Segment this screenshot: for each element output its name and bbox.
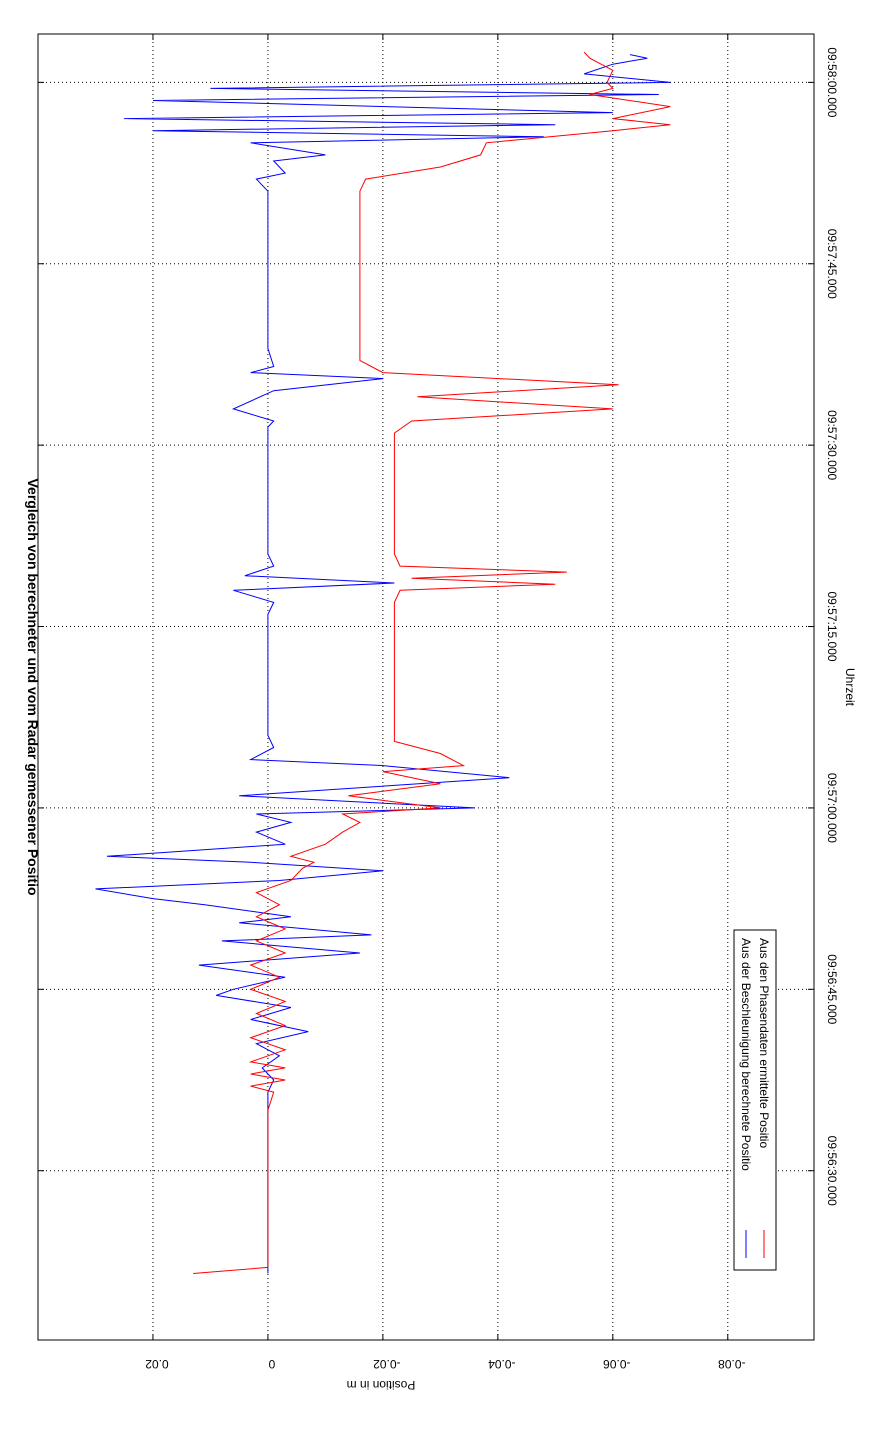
legend-entry-0: Aus der Beschleunigung berechnete Positi… — [739, 938, 753, 1171]
y-tick-label: 0 — [268, 1357, 275, 1371]
x-tick-label: 09:57:00.000 — [825, 773, 839, 843]
y-tick-label: 0.02 — [145, 1357, 169, 1371]
y-tick-label: -0.08 — [718, 1357, 746, 1371]
y-axis-label: Position in m — [347, 1378, 416, 1392]
x-axis-label: Uhrzeit — [843, 668, 857, 707]
x-tick-label: 09:57:15.000 — [825, 591, 839, 661]
series-line-1 — [193, 51, 671, 1274]
ticks: 0.02 0 -0.02 -0.04 -0.06 -0.08 09:56:30.000 09:… — [38, 34, 839, 1371]
legend-box — [733, 929, 777, 1271]
y-tick-label: -0.04 — [488, 1357, 516, 1371]
series-layer — [95, 51, 671, 1274]
x-tick-label: 09:58:00.000 — [825, 47, 839, 117]
x-tick-label: 09:56:45.000 — [825, 954, 839, 1024]
chart-title: Vergleich von berechneter und vom Radar … — [25, 478, 41, 895]
plot-frame — [37, 33, 815, 1341]
x-tick-label: 09:56:30.000 — [825, 1136, 839, 1206]
y-tick-label: -0.06 — [603, 1357, 631, 1371]
series-line-0 — [95, 54, 671, 1274]
x-tick-label: 09:57:30.000 — [825, 410, 839, 480]
legend-entry-1: Aus den Phasendaten ermittelte Positio — [757, 938, 771, 1148]
x-tick-label: 09:57:45.000 — [825, 229, 839, 299]
legend: Aus der Beschleunigung berechnete Positi… — [733, 929, 777, 1271]
y-tick-label: -0.02 — [373, 1357, 401, 1371]
